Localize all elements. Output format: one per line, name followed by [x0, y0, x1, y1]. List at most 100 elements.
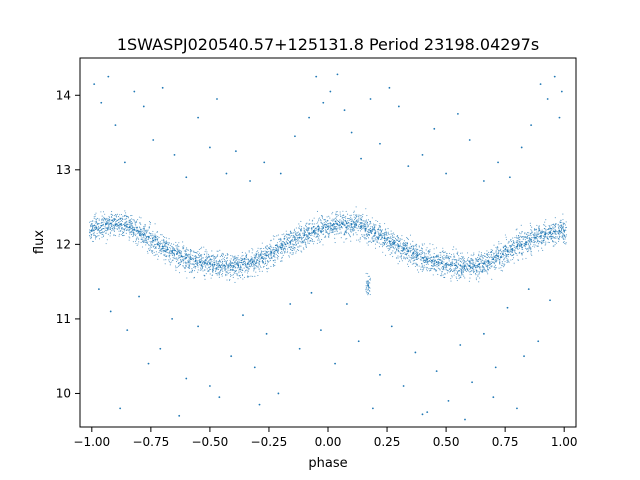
data-point-scatter [530, 253, 532, 255]
data-point-scatter [335, 211, 337, 213]
data-point-scatter [158, 236, 160, 239]
data-point-scatter [221, 254, 223, 256]
data-point-scatter [229, 274, 232, 276]
data-point-scatter [481, 256, 483, 258]
data-point-scatter [523, 243, 525, 245]
data-point-scatter [266, 245, 268, 247]
data-point-scatter [135, 242, 137, 244]
data-point-scatter [455, 262, 457, 264]
data-point-scatter [490, 254, 492, 256]
data-point-scatter [378, 239, 380, 241]
data-point-scatter [240, 264, 242, 266]
data-point-scatter [161, 246, 163, 248]
data-point-scatter [89, 229, 91, 231]
data-point [390, 325, 393, 328]
data-point-scatter [418, 271, 420, 273]
data-point-scatter [398, 238, 400, 240]
data-point-scatter [300, 220, 302, 222]
data-point-scatter [367, 219, 370, 221]
data-point-scatter [466, 252, 469, 254]
data-point-scatter [148, 221, 151, 223]
data-point-scatter [178, 272, 181, 274]
data-point [123, 224, 126, 227]
data-point [284, 243, 287, 246]
data-point-scatter [437, 256, 440, 258]
data-point-scatter [357, 230, 359, 232]
data-point-scatter [392, 256, 394, 258]
data-point-scatter [486, 260, 488, 262]
data-point-scatter [560, 225, 563, 227]
data-point-scatter [480, 252, 482, 254]
data-point-scatter [353, 227, 355, 230]
data-point-scatter [415, 248, 417, 250]
data-point-scatter [162, 251, 164, 253]
data-point-scatter [515, 247, 517, 250]
data-point-scatter [396, 249, 398, 251]
data-point-scatter [270, 249, 272, 251]
data-point-scatter [411, 254, 413, 256]
data-point-scatter [370, 223, 372, 225]
data-point-scatter [119, 217, 121, 219]
data-point-scatter [218, 274, 220, 276]
data-point-scatter [463, 275, 465, 277]
data-point-scatter [128, 239, 130, 241]
data-point-scatter [412, 249, 414, 251]
data-point [298, 347, 301, 350]
data-point-scatter [466, 267, 468, 269]
data-point-scatter [406, 245, 408, 247]
data-point-scatter [165, 237, 168, 239]
data-point-scatter [504, 263, 506, 265]
data-point-scatter [380, 232, 382, 234]
data-point-scatter [160, 252, 162, 254]
data-point-scatter [206, 255, 208, 257]
data-point-scatter [92, 240, 94, 243]
data-point-scatter [172, 248, 174, 250]
data-point-scatter [360, 215, 362, 217]
data-point-scatter [186, 247, 188, 249]
data-point-scatter [336, 229, 338, 231]
data-point-scatter [221, 260, 224, 263]
data-point-scatter [410, 261, 412, 263]
data-point-scatter [165, 249, 167, 251]
data-point-scatter [448, 258, 450, 260]
data-point-scatter [505, 254, 507, 256]
data-point-scatter [292, 253, 294, 255]
data-point-scatter [176, 251, 179, 253]
data-point-scatter [469, 270, 471, 272]
data-point-scatter [461, 265, 463, 267]
data-point-scatter [351, 218, 353, 220]
data-point-scatter [296, 236, 298, 238]
data-point-scatter [143, 226, 145, 228]
data-point-scatter [406, 250, 408, 252]
y-tick-label: 12 [56, 237, 71, 251]
data-point-scatter [237, 257, 239, 259]
data-point-scatter [231, 274, 233, 276]
data-point-scatter [270, 254, 272, 256]
data-point-scatter [234, 264, 236, 266]
data-point-scatter [272, 250, 274, 252]
data-point-scatter [310, 233, 312, 235]
data-point-scatter [462, 264, 464, 266]
data-point-scatter [139, 227, 141, 229]
data-point-scatter [221, 269, 223, 271]
data-point-scatter [446, 254, 448, 256]
data-point-scatter [290, 240, 292, 242]
data-point-scatter [329, 232, 331, 234]
data-point-scatter [512, 241, 515, 243]
data-point-scatter [107, 220, 109, 222]
data-point-scatter [548, 236, 551, 238]
data-point-scatter [418, 246, 420, 248]
data-point-scatter [522, 251, 524, 253]
data-point-scatter [109, 219, 111, 221]
data-point-scatter [325, 226, 327, 229]
data-point-scatter [414, 265, 416, 268]
data-point-scatter [352, 219, 354, 221]
data-point-scatter [536, 233, 538, 235]
data-point-scatter [340, 237, 342, 239]
data-point-scatter [393, 239, 395, 241]
data-point-scatter [241, 251, 243, 254]
data-point-scatter [345, 215, 347, 218]
data-point-scatter [526, 235, 528, 237]
data-point-scatter [230, 255, 232, 257]
data-point-scatter [219, 256, 221, 258]
